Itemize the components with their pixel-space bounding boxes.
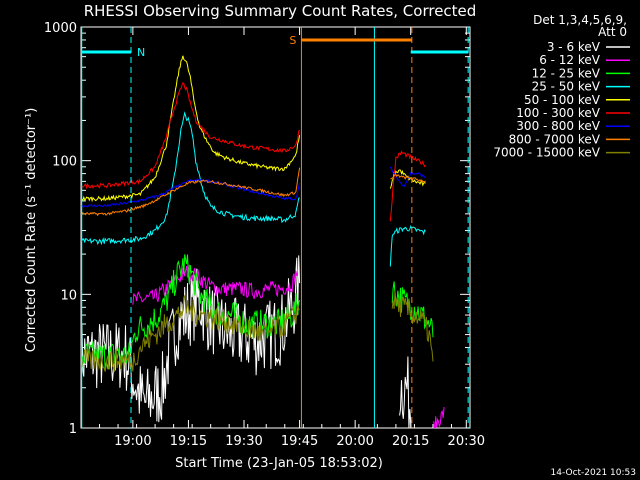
plot-frame [80,26,471,429]
legend-entry-label: 100 - 300 keV [516,106,600,120]
series-line [81,177,301,208]
legend-entry-label: 12 - 25 keV [532,66,601,80]
y-tick-label: 100 [52,155,77,170]
series-line [81,255,301,423]
saa-flag-label: S [289,34,296,47]
x-tick-label: 19:30 [225,434,262,449]
timestamp: 14-Oct-2021 10:53 [551,468,636,478]
y-tick-label: 10 [60,288,77,303]
x-tick-label: 20:00 [336,434,373,449]
legend-header: Det 1,3,4,5,6,9, [533,13,627,27]
night-flag-label: N [137,46,145,59]
series-line [432,406,445,428]
legend-entry-label: 25 - 50 keV [532,80,601,94]
series-line [81,55,301,203]
x-tick-label: 19:45 [281,434,318,449]
legend-header: Att 0 [598,25,627,39]
y-tick-label: 1 [69,422,77,437]
legend-entry-label: 7000 - 15000 keV [493,146,600,160]
legend-entry-label: 800 - 7000 keV [509,132,601,146]
y-axis-label: Corrected Count Rate (s⁻¹ detector⁻¹) [24,108,39,353]
plot-area: 1 10 100 1000 19:00 19:15 19:30 19:45 20:00 20:15… [44,21,485,449]
x-tick-label: 19:15 [170,434,207,449]
series-line [399,356,412,428]
legend-entry-label: 300 - 800 keV [516,119,600,133]
series-line [389,169,426,189]
legend-entry-label: 6 - 12 keV [539,53,601,67]
x-axis-label: Start Time (23-Jan-05 18:53:02) [175,456,383,471]
legend-entry-label: 3 - 6 keV [547,40,601,54]
chart-title: RHESSI Observing Summary Count Rates, Co… [84,2,477,20]
series-line [81,254,301,370]
series-line [81,111,300,246]
legend-entry-label: 50 - 100 keV [524,93,601,107]
x-tick-label: 19:00 [114,434,151,449]
series-line [389,150,426,222]
series-line [389,225,426,267]
series-line [81,294,300,373]
series-line [391,290,434,362]
series-line [81,167,301,217]
x-tick-label: 20:15 [392,434,429,449]
series-line [390,174,426,183]
y-tick-label: 1000 [44,21,77,36]
x-tick-label: 20:30 [448,434,485,449]
series-line [132,264,299,305]
series-line [81,81,301,190]
